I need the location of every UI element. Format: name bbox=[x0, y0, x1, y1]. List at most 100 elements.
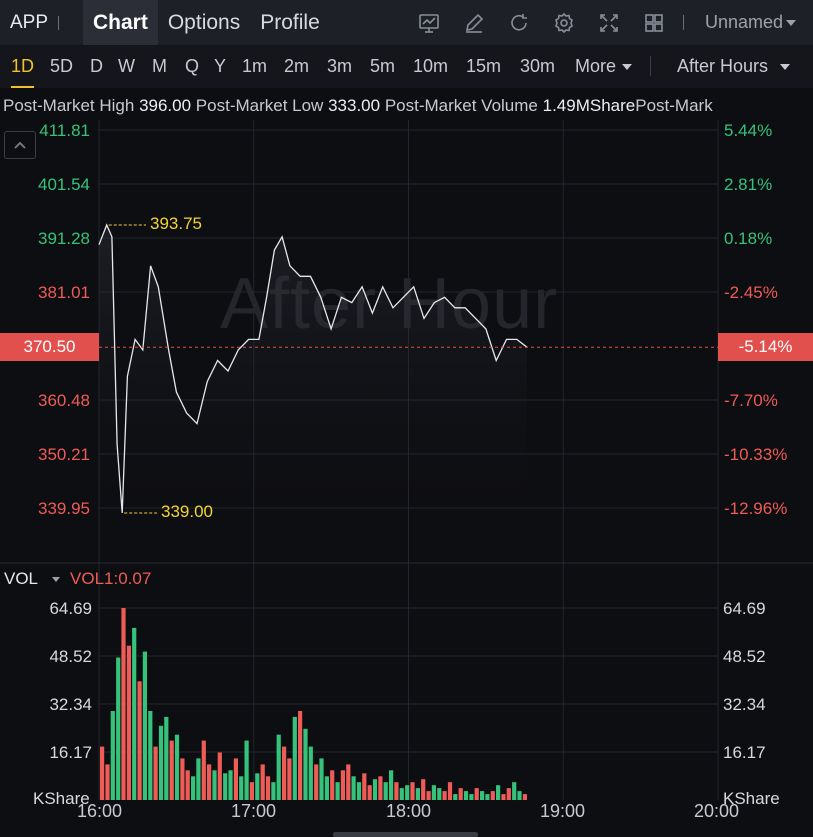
volume-bar bbox=[362, 773, 367, 800]
volume-bar bbox=[308, 746, 313, 800]
percent-tick-label: 5.44% bbox=[724, 121, 772, 140]
period-1d[interactable]: 1D bbox=[11, 45, 35, 88]
settings-icon[interactable] bbox=[547, 0, 581, 45]
volume-bar bbox=[249, 782, 254, 800]
price-tick-label: 339.95 bbox=[38, 499, 90, 518]
tab-options[interactable]: Options bbox=[167, 10, 241, 34]
volume-bar bbox=[239, 776, 244, 800]
volume-bar bbox=[496, 785, 501, 800]
volume-bar bbox=[282, 746, 287, 800]
volume-tick-right: 64.69 bbox=[723, 599, 766, 618]
volume-bar bbox=[137, 681, 142, 800]
volume-bar bbox=[421, 779, 426, 800]
volume-bar bbox=[158, 725, 164, 800]
volume-tick-right: 48.52 bbox=[723, 647, 766, 666]
chevron-down-icon[interactable] bbox=[52, 576, 61, 582]
session-selector[interactable]: After Hours bbox=[677, 45, 791, 88]
volume-bar bbox=[410, 782, 415, 800]
volume-bar bbox=[378, 776, 383, 800]
volume-bar bbox=[346, 764, 351, 800]
volume-bar bbox=[415, 788, 420, 800]
layout-grid-icon[interactable] bbox=[637, 0, 671, 45]
period-5m[interactable]: 5m bbox=[370, 56, 396, 76]
volume-bar bbox=[431, 785, 436, 800]
volume-bar bbox=[383, 782, 388, 800]
price-tick-label: 391.28 bbox=[38, 229, 90, 248]
fullscreen-icon[interactable] bbox=[592, 0, 626, 45]
volume-bar bbox=[148, 711, 153, 800]
period-10m[interactable]: 10m bbox=[413, 56, 449, 76]
volume-bar bbox=[356, 782, 362, 800]
volume-bar bbox=[233, 758, 238, 800]
volume-bar bbox=[372, 779, 378, 800]
indicator-icon[interactable] bbox=[412, 0, 446, 45]
volume-bar bbox=[319, 758, 324, 800]
percent-tick-label: -12.96% bbox=[724, 499, 787, 518]
volume-tick-left: 48.52 bbox=[49, 647, 92, 666]
overflow-label: Post-Mark bbox=[635, 96, 713, 115]
low-label: Post-Market Low bbox=[195, 96, 324, 115]
price-tick-label: 401.54 bbox=[38, 175, 90, 194]
volume-bar bbox=[463, 791, 469, 800]
volume-bar bbox=[453, 794, 458, 800]
volume-bar bbox=[303, 728, 308, 800]
period-divider bbox=[650, 56, 651, 76]
price-tick-label: 360.48 bbox=[38, 391, 90, 410]
volume-value: 1.49MShare bbox=[542, 96, 636, 115]
chevron-down-icon bbox=[780, 63, 791, 70]
chevron-down-icon bbox=[786, 19, 797, 26]
period-15m[interactable]: 15m bbox=[466, 56, 502, 76]
volume-bar bbox=[142, 651, 147, 800]
collapse-button[interactable] bbox=[4, 131, 36, 159]
percent-tick-label: -7.70% bbox=[724, 391, 778, 410]
volume-bar bbox=[442, 791, 447, 800]
volume-bar bbox=[490, 791, 495, 800]
layout-selector[interactable]: Unnamed bbox=[705, 0, 797, 45]
period-q[interactable]: Q bbox=[185, 56, 200, 76]
volume-tick-left: 16.17 bbox=[49, 743, 92, 762]
period-5d[interactable]: 5D bbox=[50, 56, 74, 76]
volume-tick-right: 16.17 bbox=[723, 743, 766, 762]
volume-bar bbox=[174, 734, 180, 800]
period-d[interactable]: D bbox=[90, 56, 103, 76]
scrollbar[interactable] bbox=[333, 832, 478, 837]
volume-bar bbox=[132, 627, 137, 800]
current-price-tag: 370.50 bbox=[0, 333, 99, 361]
time-label-1900: 19:00 bbox=[540, 801, 586, 821]
price-tick-label: 381.01 bbox=[38, 283, 90, 302]
header-divider bbox=[58, 15, 59, 30]
volume-bars bbox=[100, 608, 527, 800]
period-m[interactable]: M bbox=[152, 56, 167, 76]
volume-bar bbox=[271, 782, 276, 800]
volume-bar bbox=[394, 782, 399, 800]
period-bar bbox=[0, 45, 813, 88]
high-value: 396.00 bbox=[139, 96, 192, 115]
volume-bar bbox=[212, 770, 217, 800]
draw-icon[interactable] bbox=[457, 0, 491, 45]
period-30m[interactable]: 30m bbox=[520, 56, 556, 76]
refresh-icon[interactable] bbox=[502, 0, 536, 45]
high-marker-label: 393.75 bbox=[150, 214, 202, 233]
time-label-1600: 16:00 bbox=[77, 801, 123, 821]
period-y[interactable]: Y bbox=[214, 56, 227, 76]
period-more[interactable]: More bbox=[575, 45, 633, 88]
period-2m[interactable]: 2m bbox=[284, 56, 310, 76]
tab-profile[interactable]: Profile bbox=[260, 10, 320, 34]
period-3m[interactable]: 3m bbox=[327, 56, 353, 76]
volume-bar bbox=[335, 782, 340, 800]
tab-chart[interactable]: Chart bbox=[83, 0, 158, 45]
stock-symbol[interactable]: APP bbox=[10, 11, 49, 33]
period-1m[interactable]: 1m bbox=[242, 56, 268, 76]
volume-axis: 64.69 64.69 48.52 48.52 32.34 32.34 16.17 16.17 bbox=[49, 599, 765, 762]
volume-indicator-name[interactable]: VOL bbox=[4, 569, 39, 588]
post-market-info: Post-Market High 396.00 Post-Market Low … bbox=[0, 92, 813, 120]
volume-tick-right: 32.34 bbox=[723, 695, 766, 714]
volume-bar bbox=[207, 764, 212, 800]
period-w[interactable]: W bbox=[118, 56, 135, 76]
volume-bar bbox=[228, 770, 233, 800]
volume-bar bbox=[185, 770, 190, 800]
right-percent-axis: 5.44% 2.81% 0.18% -2.45% -7.70% -10.33% -12.96… bbox=[724, 121, 787, 518]
layout-label: Unnamed bbox=[705, 12, 784, 32]
volume-header: VOL VOL1:0.07 bbox=[4, 567, 151, 591]
